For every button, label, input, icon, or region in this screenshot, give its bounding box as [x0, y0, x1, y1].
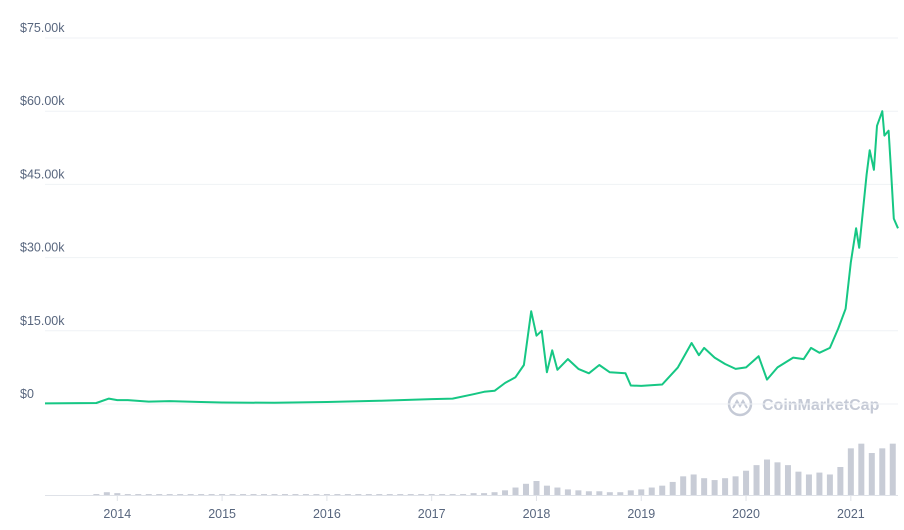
volume-bar — [805, 474, 812, 495]
volume-bar — [449, 494, 456, 495]
volume-bar — [879, 448, 886, 495]
x-tick-label: 2017 — [418, 507, 446, 521]
volume-bar — [659, 485, 666, 495]
volume-bar — [124, 494, 131, 495]
volume-bar — [428, 494, 435, 495]
volume-bar — [564, 489, 571, 495]
x-tick-label: 2019 — [627, 507, 655, 521]
x-tick-label: 2021 — [837, 507, 865, 521]
volume-bar — [669, 481, 676, 495]
volume-bar — [774, 462, 781, 495]
volume-bar — [722, 478, 729, 495]
x-tick-label: 2014 — [103, 507, 131, 521]
volume-bar — [292, 494, 299, 495]
volume-bar — [764, 459, 771, 495]
volume-bar — [407, 494, 414, 495]
volume-bar — [522, 483, 529, 495]
volume-bar — [816, 472, 823, 495]
price-line — [44, 110, 899, 405]
volume-bar — [638, 489, 645, 495]
volume-bar — [145, 494, 152, 495]
volume-bar — [481, 493, 488, 495]
volume-bar — [596, 491, 603, 495]
volume-bar — [240, 494, 247, 495]
volume-bar — [753, 465, 760, 495]
volume-bar — [187, 494, 194, 495]
volume-bar — [606, 492, 613, 495]
volume-bar — [795, 471, 802, 495]
volume-bar — [334, 494, 341, 495]
y-tick-label: $15.00k — [20, 314, 65, 328]
volume-bar — [858, 443, 865, 495]
volume-bar — [219, 494, 226, 495]
volume-bar — [743, 470, 750, 495]
volume-bar — [198, 494, 205, 495]
y-tick-label: $75.00k — [20, 21, 65, 35]
volume-bar — [889, 443, 896, 495]
volume-bar — [837, 467, 844, 495]
volume-bar — [344, 494, 351, 495]
volume-bar — [177, 494, 184, 495]
volume-bar — [397, 494, 404, 495]
volume-bar — [103, 492, 110, 495]
volume-bar — [93, 494, 100, 495]
watermark: CoinMarketCap — [762, 397, 880, 414]
volume-bar — [575, 490, 582, 495]
volume-bar — [554, 487, 561, 495]
y-tick-label: $45.00k — [20, 167, 65, 181]
x-tick-label: 2015 — [208, 507, 236, 521]
volume-bar — [323, 494, 330, 495]
volume-bar — [543, 485, 550, 495]
volume-bar — [355, 494, 362, 495]
volume-bar — [114, 493, 121, 495]
volume-bar — [533, 481, 540, 495]
volume-bar — [491, 492, 498, 495]
volume-bar — [648, 487, 655, 495]
y-tick-label: $0 — [20, 387, 34, 401]
volume-bar — [690, 474, 697, 495]
volume-bar — [261, 494, 268, 495]
volume-bar — [386, 494, 393, 495]
volume-bar — [847, 448, 854, 495]
volume-bar — [418, 494, 425, 495]
volume-bar — [460, 494, 467, 495]
volume-bar — [376, 494, 383, 495]
volume-bar — [439, 494, 446, 495]
volume-bar — [627, 490, 634, 495]
volume-bar — [585, 491, 592, 495]
y-tick-label: $60.00k — [20, 94, 65, 108]
volume-bar — [617, 492, 624, 495]
y-tick-label: $30.00k — [20, 241, 65, 255]
volume-bar — [302, 494, 309, 495]
volume-bar — [868, 453, 875, 495]
volume-bar — [250, 494, 257, 495]
x-tick-label: 2016 — [313, 507, 341, 521]
volume-bar — [156, 494, 163, 495]
volume-bar — [701, 478, 708, 495]
volume-bar — [680, 476, 687, 495]
volume-bar — [784, 465, 791, 495]
x-tick-label: 2018 — [523, 507, 551, 521]
volume-bar — [281, 494, 288, 495]
volume-bar — [229, 494, 236, 495]
volume-bar — [313, 494, 320, 495]
volume-bar — [512, 487, 519, 495]
volume-bar — [166, 494, 173, 495]
volume-bar — [208, 494, 215, 495]
volume-bar — [711, 480, 718, 495]
volume-bar — [502, 490, 509, 495]
x-tick-label: 2020 — [732, 507, 760, 521]
volume-bar — [135, 494, 142, 495]
volume-bar — [470, 493, 477, 495]
volume-bar — [826, 474, 833, 495]
volume-bar — [365, 494, 372, 495]
volume-bar — [271, 494, 278, 495]
volume-bar — [732, 476, 739, 495]
